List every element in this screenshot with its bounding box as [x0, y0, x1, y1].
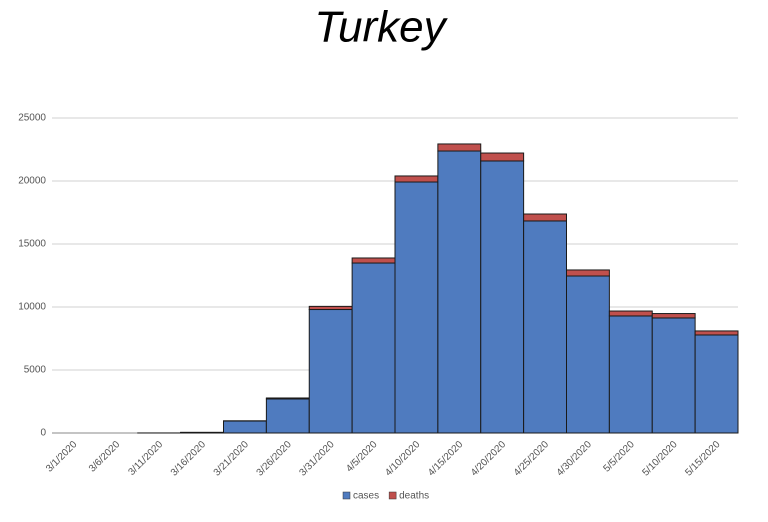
y-tick-label: 20000	[18, 176, 46, 187]
y-tick-label: 25000	[18, 113, 46, 124]
x-tick-label: 5/15/2020	[683, 439, 723, 479]
bar-segment	[524, 214, 567, 221]
bar-segment	[395, 176, 438, 182]
bar-segment	[266, 398, 309, 399]
x-tick-label: 5/5/2020	[601, 439, 637, 475]
bar-segment	[695, 335, 738, 433]
bar-segment	[652, 318, 695, 433]
x-tick-label: 4/25/2020	[512, 439, 552, 479]
x-tick-label: 3/21/2020	[212, 439, 252, 479]
x-tick-label: 3/31/2020	[297, 439, 337, 479]
chart-title: Turkey	[314, 3, 448, 52]
bar-segment	[609, 316, 652, 433]
y-tick-label: 10000	[18, 302, 46, 313]
x-tick-label: 4/30/2020	[555, 439, 595, 479]
bar-segment	[224, 421, 267, 433]
y-tick-label: 5000	[24, 365, 47, 376]
x-tick-label: 3/6/2020	[87, 439, 123, 475]
x-tick-label: 3/26/2020	[255, 439, 295, 479]
bar-segment	[438, 144, 481, 151]
x-tick-label: 3/1/2020	[44, 439, 80, 475]
bar-segment	[438, 151, 481, 433]
bar-segment	[609, 311, 652, 316]
bar-segment	[567, 270, 610, 276]
bar-segment	[395, 182, 438, 433]
bar-segment	[309, 310, 352, 433]
bar-segment	[352, 258, 395, 263]
y-tick-label: 15000	[18, 239, 46, 250]
bar-segment	[695, 331, 738, 335]
bar-segment	[481, 161, 524, 433]
bar-segment	[652, 314, 695, 318]
bar-segment	[567, 276, 610, 433]
x-tick-label: 3/11/2020	[126, 439, 165, 478]
legend-swatch	[343, 492, 350, 499]
bar-segment	[481, 153, 524, 161]
x-tick-label: 4/5/2020	[344, 439, 380, 475]
legend-label: deaths	[399, 491, 429, 502]
bar-segment	[309, 306, 352, 309]
bar-segment	[266, 399, 309, 433]
bar-segment	[524, 221, 567, 433]
legend-swatch	[389, 492, 396, 499]
bar-segment	[352, 263, 395, 433]
x-tick-label: 5/10/2020	[640, 439, 680, 479]
legend-label: cases	[353, 491, 379, 502]
x-tick-label: 4/20/2020	[469, 439, 509, 479]
x-tick-label: 4/10/2020	[383, 439, 423, 479]
x-tick-label: 4/15/2020	[426, 439, 466, 479]
y-tick-label: 0	[40, 428, 46, 439]
x-tick-label: 3/16/2020	[169, 439, 209, 479]
